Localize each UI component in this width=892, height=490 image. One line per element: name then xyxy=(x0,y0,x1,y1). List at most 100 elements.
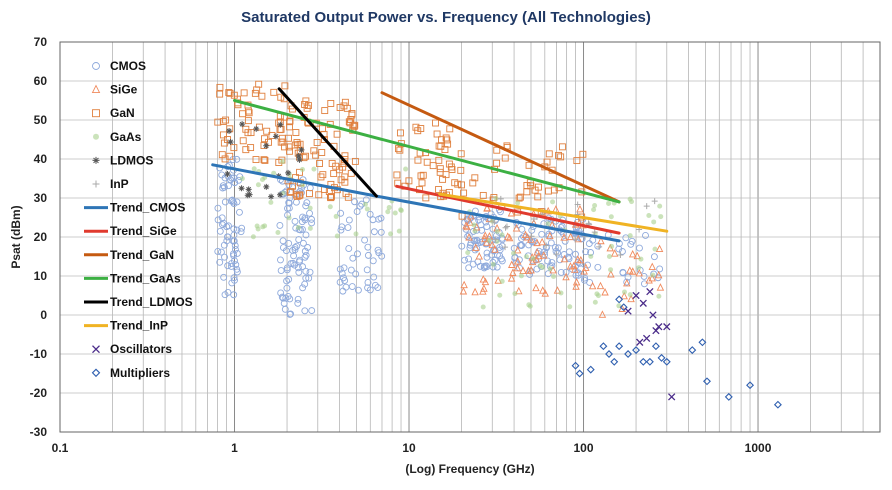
gan-point xyxy=(396,146,404,154)
gan-point xyxy=(302,97,310,105)
cmos-point xyxy=(214,216,222,224)
gan-point xyxy=(258,92,266,100)
oscillator-point xyxy=(663,323,671,331)
gan-point xyxy=(247,144,255,152)
cmos-point xyxy=(369,257,377,265)
cmos-point xyxy=(589,236,597,244)
gan-point xyxy=(451,179,459,187)
legend-trend-sige-label: Trend_SiGe xyxy=(110,224,177,238)
cmos-point xyxy=(375,249,383,257)
cmos-point xyxy=(225,182,232,190)
cmos-point xyxy=(557,269,565,276)
cmos-point xyxy=(295,236,303,244)
sige-point xyxy=(546,231,554,240)
gaas-point xyxy=(364,206,370,212)
x-tick-label: 0.1 xyxy=(52,441,69,455)
gan-point xyxy=(544,187,552,195)
cmos-point xyxy=(474,258,482,266)
gan-point xyxy=(534,193,542,201)
y-tick-label: 40 xyxy=(34,152,48,166)
inp-point xyxy=(543,242,550,249)
sige-point xyxy=(466,218,474,226)
cmos-point xyxy=(221,198,229,206)
multiplier-point xyxy=(657,353,666,362)
gaas-point xyxy=(286,215,292,221)
gan-point xyxy=(296,140,304,148)
gan-point xyxy=(319,171,327,179)
cmos-point xyxy=(289,247,297,254)
cmos-point xyxy=(347,266,355,274)
gan-point xyxy=(414,127,422,135)
trend-gaas-line xyxy=(233,99,621,204)
cmos-point xyxy=(370,273,378,281)
cmos-point xyxy=(306,209,313,217)
cmos-point xyxy=(295,268,303,276)
gan-point xyxy=(493,159,501,167)
sige-point xyxy=(572,282,580,290)
cmos-point xyxy=(619,269,627,277)
legend-ldmos-swatch xyxy=(92,156,100,164)
gan-point xyxy=(351,157,359,165)
legend-trend-ldmos-label: Trend_LDMOS xyxy=(110,295,193,309)
gaas-point xyxy=(606,200,612,206)
gaas-point xyxy=(608,214,614,220)
y-tick-label: 50 xyxy=(34,113,48,127)
sige-point xyxy=(532,283,540,292)
sige-point xyxy=(566,232,575,241)
inp-point xyxy=(502,244,509,251)
gaas-point xyxy=(627,292,633,298)
gan-point xyxy=(261,135,268,143)
gaas-point xyxy=(537,263,543,269)
gaas-point xyxy=(239,176,245,182)
cmos-point xyxy=(340,264,348,272)
sige-point xyxy=(509,268,517,276)
ldmos-point xyxy=(277,121,284,128)
cmos-point xyxy=(623,278,631,286)
multiplier-point xyxy=(639,357,648,366)
gaas-point xyxy=(254,223,260,229)
trend-ldmos-line xyxy=(277,87,378,198)
cmos-point xyxy=(306,184,314,192)
cmos-point xyxy=(354,286,362,294)
gaas-point xyxy=(486,237,492,243)
ldmos-point xyxy=(227,138,234,145)
sige-point xyxy=(481,234,489,243)
gan-point xyxy=(419,171,427,179)
gaas-point xyxy=(499,278,505,284)
sige-point xyxy=(601,288,609,296)
y-tick-label: 70 xyxy=(34,35,48,49)
legend-gaas-swatch xyxy=(93,133,99,140)
cmos-point xyxy=(622,234,630,242)
cmos-point xyxy=(299,213,306,221)
sige-point xyxy=(494,276,502,284)
oscillator-point xyxy=(636,338,644,346)
sige-point xyxy=(467,211,475,220)
inp-point xyxy=(497,195,504,202)
sige-point xyxy=(521,230,530,239)
gan-point xyxy=(225,89,233,96)
cmos-point xyxy=(285,181,293,189)
gaas-point xyxy=(523,254,529,260)
gan-point xyxy=(327,99,335,107)
gan-point xyxy=(471,174,479,182)
gan-point xyxy=(436,165,444,173)
gan-point xyxy=(316,160,323,167)
multiplier-point xyxy=(698,338,707,347)
cmos-point xyxy=(340,274,347,282)
sige-point xyxy=(596,281,605,290)
cmos-point xyxy=(349,254,357,262)
cmos-point xyxy=(294,264,302,272)
gan-point xyxy=(433,130,441,138)
gaas-point xyxy=(651,219,657,225)
sige-point xyxy=(528,257,537,266)
gaas-point xyxy=(657,203,663,209)
gan-point xyxy=(579,150,587,158)
gan-point xyxy=(443,136,451,144)
gan-point xyxy=(458,181,465,189)
gan-point xyxy=(457,150,465,158)
legend-multipliers-swatch xyxy=(91,368,101,378)
sige-point xyxy=(576,204,584,213)
cmos-point xyxy=(301,253,309,261)
cmos-point xyxy=(221,291,229,299)
cmos-point xyxy=(481,263,489,271)
